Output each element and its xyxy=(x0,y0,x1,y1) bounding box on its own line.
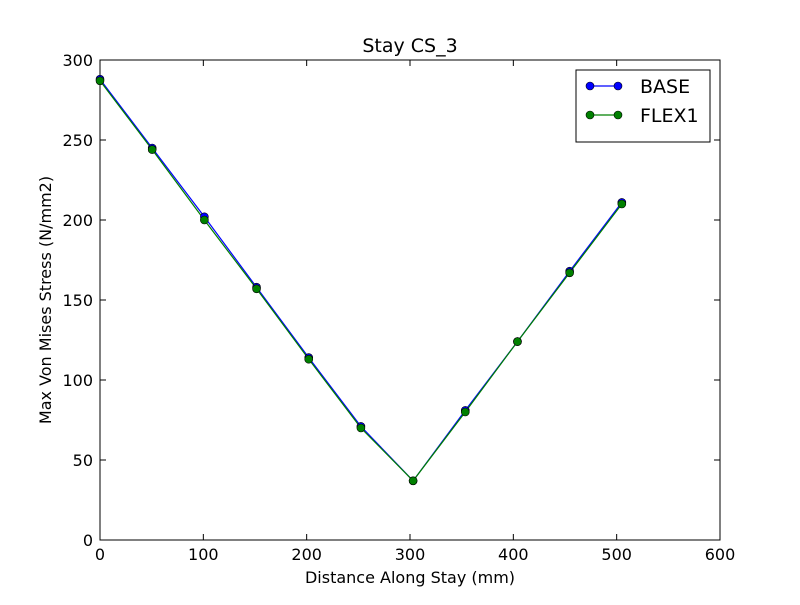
legend-box xyxy=(575,69,711,143)
chart-title: Stay CS_3 xyxy=(362,35,457,57)
x-tick-label: 0 xyxy=(95,545,105,564)
y-tick-label: 0 xyxy=(83,531,93,550)
y-tick-label: 100 xyxy=(62,371,93,390)
legend-marker xyxy=(585,81,595,91)
legend-marker xyxy=(613,81,623,91)
y-axis-label: Max Von Mises Stress (N/mm2) xyxy=(36,176,55,424)
x-tick-label: 400 xyxy=(498,545,529,564)
data-point-flex1 xyxy=(147,145,157,154)
data-point-flex1 xyxy=(304,354,314,364)
x-axis-label: Distance Along Stay (mm) xyxy=(305,568,515,587)
x-tick-label: 200 xyxy=(291,545,322,564)
x-tick-label: 300 xyxy=(395,545,426,564)
y-tick-label: 300 xyxy=(62,51,93,70)
data-point-flex1 xyxy=(460,407,470,417)
plot-area: 0 100 200 300 400 500 600 0 50 100 150 200 250 300 xyxy=(62,51,735,564)
x-tick-label: 600 xyxy=(705,545,736,564)
y-tick-label: 200 xyxy=(62,211,93,230)
data-point-flex1 xyxy=(408,476,418,486)
y-tick-label: 250 xyxy=(62,131,93,150)
data-point-flex1 xyxy=(617,199,627,209)
x-tick-label: 500 xyxy=(601,545,632,564)
data-point-flex1 xyxy=(565,268,574,278)
data-point-flex1 xyxy=(513,337,522,346)
data-point-flex1 xyxy=(356,423,366,433)
x-tick-label: 100 xyxy=(188,545,219,564)
data-point-flex1 xyxy=(200,215,209,225)
y-tick-label: 150 xyxy=(62,291,93,310)
legend-label: BASE xyxy=(640,76,690,98)
y-tick-label: 50 xyxy=(73,451,93,470)
legend-marker xyxy=(613,110,623,120)
legend-marker xyxy=(585,110,595,120)
legend-label: FLEX1 xyxy=(640,105,699,127)
data-point-flex1 xyxy=(252,284,261,294)
legend: BASE FLEX1 xyxy=(575,69,711,143)
data-point-flex1 xyxy=(95,76,105,86)
